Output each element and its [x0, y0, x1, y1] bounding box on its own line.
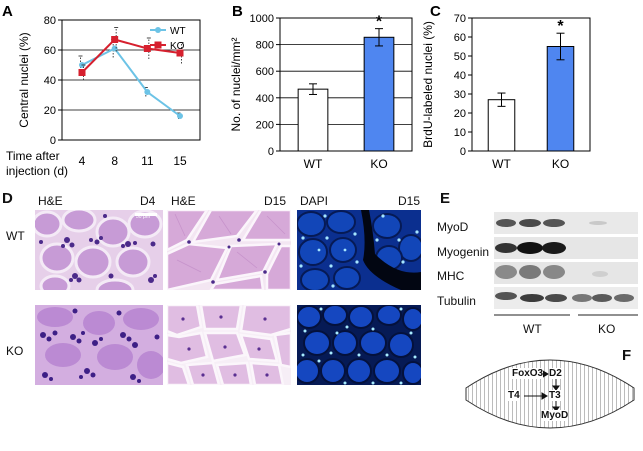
micrograph-wt-he-d4: [35, 210, 163, 290]
x-axis-label-a-line1: Time after: [6, 149, 60, 163]
western-blot-image: [494, 212, 638, 309]
histology-header-2-day: D15: [264, 194, 287, 208]
x-tick-label-a-15: 15: [173, 154, 187, 168]
legend-marker-wt: [155, 27, 161, 33]
point-wt-1: [111, 45, 118, 52]
point-ko-0: [78, 69, 86, 76]
point-ko-1: [111, 36, 119, 43]
point-ko-2: [143, 45, 151, 52]
ytick-label-b-1000: 1000: [250, 13, 274, 25]
blot-label-myogenin: Myogenin: [437, 245, 490, 259]
bar-chart-brdu-labeled: C 0 10 20 30 40 50 60 70 BrdU-labeled nuclei (%) W…: [421, 3, 591, 171]
legend-label-wt: WT: [170, 26, 186, 37]
histology-header-3-stain: DAPI: [300, 194, 329, 208]
ytick-label-b-600: 600: [256, 66, 274, 78]
x-axis-label-a-line2: injection (d): [6, 164, 68, 178]
point-ko-3: [176, 49, 184, 57]
histology-row-label-ko: KO: [6, 344, 24, 358]
x-tick-label-a-4: 4: [79, 154, 86, 168]
ytick-label-c-0: 0: [460, 146, 466, 158]
histology-header-2-stain: H&E: [171, 194, 196, 208]
significance-star-b: *: [376, 14, 383, 31]
ytick-label-b-200: 200: [256, 119, 274, 131]
micrograph-ko-he-d4: [35, 305, 163, 385]
point-wt-3: [177, 113, 183, 119]
x-tick-label-a-11: 11: [141, 154, 154, 168]
diagram-node-myod: MyoD: [541, 410, 569, 421]
y-axis-label-a: Central nuclei (%): [17, 32, 31, 127]
blot-group-label-wt: WT: [523, 322, 542, 336]
diagram-node-d2: D2: [549, 368, 562, 379]
x-tick-label-b-ko: KO: [370, 157, 387, 171]
histology-header-1-day: D4: [140, 194, 156, 208]
x-tick-label-c-ko: KO: [552, 157, 569, 171]
ytick-label-b-0: 0: [268, 146, 274, 158]
series-line-ko: [81, 38, 181, 74]
ytick-label-a-40: 40: [44, 75, 56, 87]
panel-letter-a: A: [2, 3, 13, 20]
significance-star-c: *: [557, 18, 564, 35]
micrograph-ko-he-d15: [167, 305, 291, 385]
ytick-label-c-60: 60: [454, 32, 466, 44]
blot-label-mhc: MHC: [437, 269, 465, 283]
ytick-label-c-50: 50: [454, 51, 466, 63]
ytick-label-c-10: 10: [454, 127, 466, 139]
ytick-label-a-20: 20: [44, 105, 56, 117]
ytick-label-b-800: 800: [256, 40, 274, 52]
ytick-label-c-70: 70: [454, 13, 466, 25]
x-tick-label-b-wt: WT: [304, 157, 323, 171]
ytick-label-b-400: 400: [256, 93, 274, 105]
ytick-label-c-30: 30: [454, 89, 466, 101]
histology-header-3-day: D15: [398, 194, 421, 208]
point-wt-2: [144, 89, 151, 95]
ytick-label-c-20: 20: [454, 108, 466, 120]
diagram-node-t4: T4: [508, 390, 520, 401]
micrograph-wt-dapi-d15: [297, 210, 421, 290]
panel-letter-c: C: [430, 3, 441, 20]
bar-b-ko: [363, 36, 395, 152]
bar-b-wt: [297, 88, 329, 152]
histology-row-label-wt: WT: [6, 229, 25, 243]
bar-chart-nuclei-per-mm2: B 0 200 400 600 800 1000 No. of nuclei/mm² WT KO *: [229, 3, 413, 171]
panel-letter-b: B: [232, 3, 243, 20]
panel-letter-f: F: [622, 347, 632, 364]
plot-frame-c: [471, 17, 591, 152]
micrograph-ko-dapi-d15: [297, 305, 421, 385]
ytick-label-c-40: 40: [454, 70, 466, 82]
blot-group-label-ko: KO: [598, 322, 616, 336]
ytick-label-a-60: 60: [44, 45, 56, 57]
blot-label-myod: MyoD: [437, 220, 469, 234]
ytick-label-a-0: 0: [50, 135, 56, 147]
y-axis-label-c: BrdU-labeled nuclei (%): [421, 21, 435, 148]
blot-group-lines: [494, 314, 638, 316]
plot-frame-a: [61, 19, 201, 141]
micrograph-wt-he-d15: [167, 210, 291, 290]
histology-header-1-stain: H&E: [38, 194, 63, 208]
ytick-label-a-80: 80: [44, 15, 56, 27]
bar-c-ko: [546, 46, 575, 152]
legend-label-ko: KO: [170, 41, 185, 52]
line-chart-central-nuclei: A 0 20 40 60 80 Central nuclei (%) 4 8 11 15 Time a…: [2, 3, 201, 178]
x-tick-label-a-8: 8: [111, 154, 118, 168]
blot-label-tubulin: Tubulin: [437, 294, 476, 308]
x-tick-label-c-wt: WT: [492, 157, 511, 171]
legend-marker-ko: [154, 41, 162, 49]
scale-bar-label: 50 μm: [136, 214, 150, 220]
diagram-node-t3: T3: [549, 390, 561, 401]
y-axis-label-b: No. of nuclei/mm²: [229, 37, 243, 131]
panel-letter-d: D: [2, 190, 13, 207]
panel-letter-e: E: [440, 190, 451, 207]
plot-frame-b: [279, 17, 413, 152]
diagram-node-foxo3: FoxO3: [512, 368, 544, 379]
bar-c-wt: [487, 99, 516, 152]
